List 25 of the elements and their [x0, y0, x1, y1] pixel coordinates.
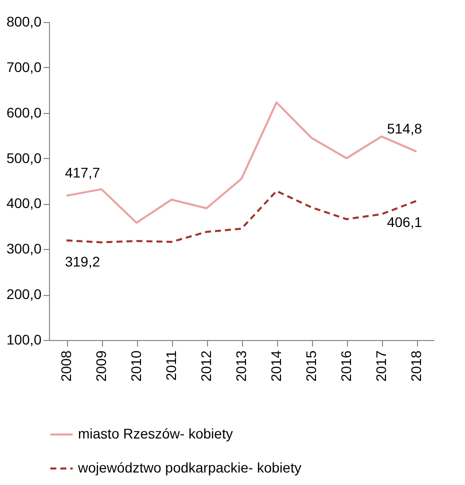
x-tick-label: 2016 — [338, 350, 354, 382]
y-tick-label: 500,0 — [6, 150, 42, 166]
y-tick-label: 100,0 — [6, 332, 42, 348]
y-tick-label: 400,0 — [6, 195, 42, 212]
y-tick-label: 700,0 — [6, 58, 42, 75]
x-tick-label: 2013 — [233, 350, 249, 382]
x-tick-label: 2015 — [303, 350, 319, 382]
data-label: 514,8 — [386, 120, 422, 137]
legend-label: województwo podkarpackie- kobiety — [77, 460, 302, 476]
x-tick-label: 2010 — [128, 350, 144, 382]
data-label: 406,1 — [386, 214, 422, 230]
y-tick-label: 200,0 — [6, 286, 42, 302]
y-tick-label: 600,0 — [6, 104, 42, 120]
x-tick-label: 2011 — [163, 350, 179, 381]
x-tick-label: 2009 — [93, 350, 109, 382]
y-tick-label: 300,0 — [6, 240, 42, 257]
legend-label: miasto Rzeszów- kobiety — [78, 426, 233, 442]
x-tick-label: 2017 — [373, 350, 389, 382]
x-tick-label: 2018 — [408, 350, 424, 382]
data-label: 417,7 — [64, 164, 100, 181]
data-label: 319,2 — [64, 253, 100, 270]
y-tick-label: 800,0 — [6, 14, 42, 30]
x-tick-label: 2012 — [198, 350, 214, 382]
x-tick-label: 2008 — [58, 350, 74, 382]
x-tick-label: 2014 — [268, 350, 284, 382]
